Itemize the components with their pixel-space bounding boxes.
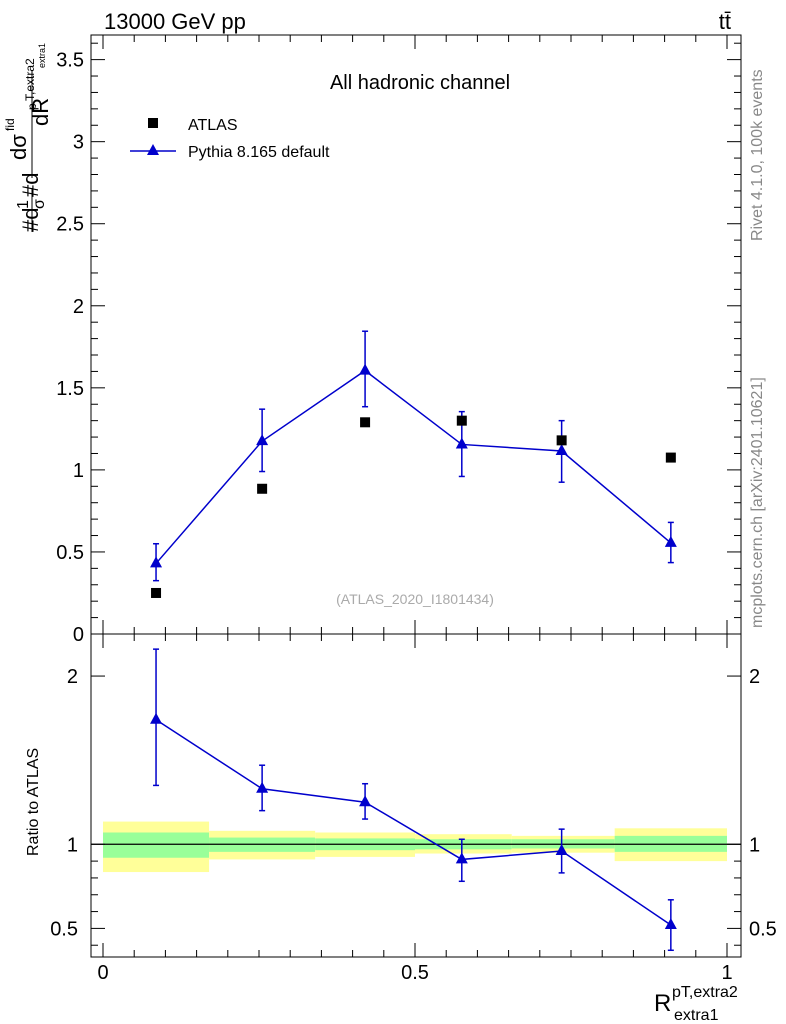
main-y-tick-label: 1 [73, 460, 84, 482]
ratio-y-axis-label: Ratio to ATLAS [25, 748, 42, 856]
source-label: mcplots.cern.ch [arXiv:2401.10621] [749, 377, 766, 628]
ratio-point [256, 781, 269, 793]
ylabel-t-extra2: T,extra2 [23, 58, 37, 101]
legend: ATLAS Pythia 8.165 default [130, 117, 330, 161]
x-tick-label: 0 [97, 962, 108, 984]
xlabel-superscript: pT,extra2 [672, 984, 738, 1001]
ratio-plot-marks [150, 648, 677, 952]
atlas-point [456, 415, 467, 426]
xlabel-r: R [654, 990, 671, 1017]
rivet-version-label: Rivet 4.1.0, 100k events [749, 69, 766, 241]
x-tick-label: 1 [721, 962, 732, 984]
main-y-tick-label: 3.5 [56, 50, 84, 72]
main-y-axis-label: #d 1 σ #d dσ fid dR p T,extra2 extra1 [3, 43, 53, 232]
main-y-tick-label: 0 [73, 624, 84, 646]
ylabel-mid-d: #d [18, 173, 43, 197]
pythia-point [359, 363, 372, 375]
analysis-watermark: (ATLAS_2020_I1801434) [336, 591, 494, 607]
legend-atlas-marker [148, 118, 158, 128]
pythia-point [256, 434, 269, 446]
ratio-uncertainty-bands [91, 821, 741, 873]
atlas-point [665, 452, 676, 463]
legend-pythia-label: Pythia 8.165 default [188, 144, 330, 161]
ratio-band-green [103, 832, 210, 858]
pythia-point [555, 444, 568, 456]
pythia-point [664, 535, 677, 547]
channel-title: All hadronic channel [330, 72, 510, 94]
ratio-y-tick-label-right: 0.5 [749, 918, 777, 940]
ratio-point [664, 918, 677, 930]
x-axis-label: R pT,extra2 extra1 [654, 984, 738, 1024]
ratio-y-tick-label-right: 2 [749, 666, 760, 688]
ratio-line [155, 719, 672, 926]
ratio-y-tick-label-right: 1 [749, 834, 760, 856]
atlas-point [151, 587, 162, 598]
pythia-point [455, 437, 468, 449]
main-panel: 0 0.5 1 1.5 2 2.5 3 3.5 All hadronic channel (A… [3, 34, 742, 646]
main-y-tick-label: 3 [73, 132, 84, 154]
legend-pythia-marker [147, 144, 159, 155]
ylabel-dsigma: dσ [6, 134, 31, 160]
ylabel-sigma: σ [31, 199, 48, 209]
main-y-tick-label: 2 [73, 296, 84, 318]
main-y-tick-label: 2.5 [56, 214, 84, 236]
ratio-point [359, 795, 372, 807]
ylabel-fid: fid [3, 118, 17, 131]
ratio-point [455, 852, 468, 864]
main-y-tick-label: 1.5 [56, 378, 84, 400]
energy-label: 13000 GeV pp [104, 9, 246, 34]
legend-atlas-label: ATLAS [188, 117, 238, 134]
ylabel-extra1: extra1 [37, 43, 47, 68]
pythia-line [155, 369, 672, 564]
atlas-point [257, 483, 268, 494]
ratio-frame [90, 633, 742, 958]
main-plot-marks [150, 330, 677, 598]
main-y-tick-label: 0.5 [56, 542, 84, 564]
ratio-y-tick-label-left: 1 [67, 834, 78, 856]
atlas-point [556, 435, 567, 446]
ratio-panel: 0.5 0.5 1 1 2 2 0 0.5 1 Ratio to ATLAS R pT,extr… [25, 633, 777, 1024]
xlabel-subscript: extra1 [674, 1007, 719, 1024]
ratio-y-tick-label-left: 0.5 [50, 918, 78, 940]
x-tick-label: 0.5 [401, 962, 429, 984]
ratio-point [150, 712, 163, 724]
atlas-point [360, 417, 371, 428]
ratio-point [555, 844, 568, 856]
pythia-point [150, 556, 163, 568]
ylabel-prefix-d: #d [18, 208, 43, 232]
ratio-axes: 0.5 0.5 1 1 2 2 0 0.5 1 [50, 633, 777, 984]
process-label: tt̄ [719, 9, 731, 34]
ratio-y-tick-label-left: 2 [67, 666, 78, 688]
main-axes: 0 0.5 1 1.5 2 2.5 3 3.5 [56, 34, 742, 646]
ylabel-one: 1 [15, 200, 32, 209]
